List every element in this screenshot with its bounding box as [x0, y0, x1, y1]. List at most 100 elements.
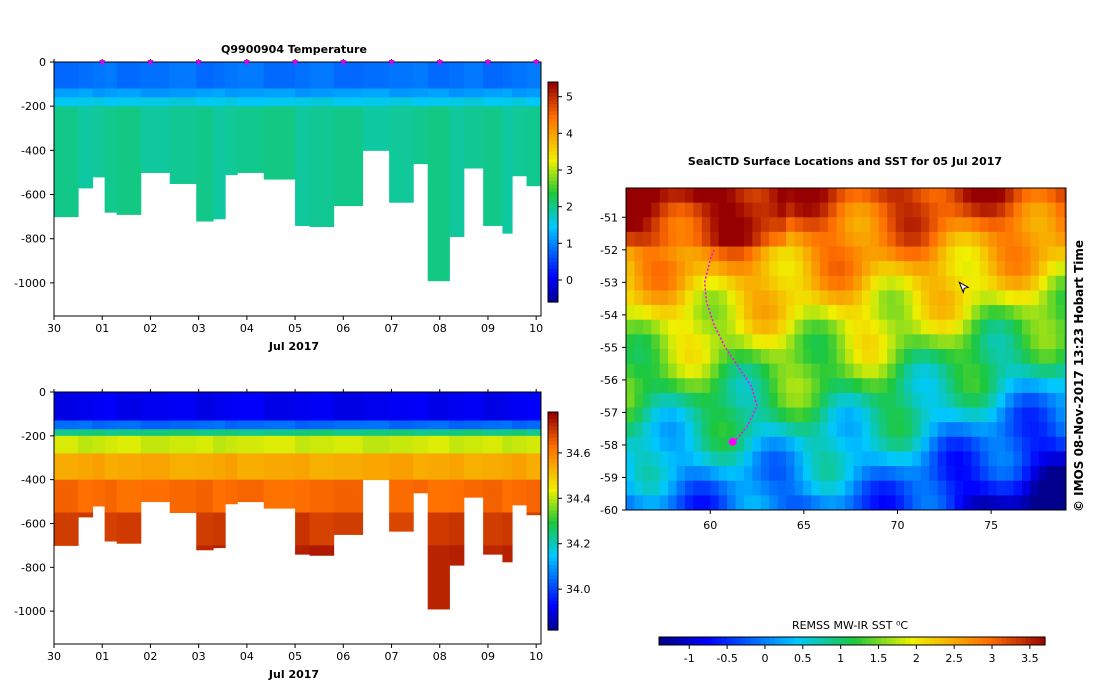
sst-cell — [752, 261, 762, 277]
profile-cell — [78, 435, 94, 454]
sst-cell — [937, 290, 947, 306]
profile-marker — [243, 60, 250, 66]
profile-cell — [92, 453, 106, 481]
colorbar-step — [548, 82, 558, 87]
sst-cell — [1038, 217, 1048, 233]
sst-cell — [718, 378, 728, 394]
sst-cell — [668, 378, 678, 394]
sst-cell — [794, 188, 804, 204]
sst-map-image — [626, 188, 1066, 510]
y-tick-label: -200 — [21, 100, 46, 113]
colorbar-step — [861, 637, 868, 645]
sst-cell — [963, 246, 973, 262]
sst-cell — [946, 261, 956, 277]
profile-cell — [309, 97, 335, 107]
y-tick-label: -600 — [21, 189, 46, 202]
sst-cell — [1022, 363, 1032, 379]
sst-cell — [769, 451, 779, 467]
profile-cell — [225, 88, 238, 98]
sst-cell — [752, 231, 762, 248]
profile-cell — [92, 429, 106, 437]
colorbar-step — [548, 258, 558, 263]
sst-cell — [895, 202, 905, 218]
sst-cell — [819, 290, 829, 306]
salinity-xlabel: Jul 2017 — [268, 668, 319, 681]
sst-cell — [794, 246, 804, 262]
profile-cell — [309, 420, 335, 430]
colorbar-step — [548, 604, 558, 609]
colorbar-tick-label: 2.5 — [945, 652, 963, 665]
colorbar-step — [909, 637, 916, 645]
colorbar-tick-label: 34.0 — [566, 583, 591, 596]
profile-cell — [333, 97, 364, 107]
sst-cell — [786, 246, 796, 262]
sst-cell — [1005, 231, 1015, 248]
sst-cell — [870, 202, 880, 218]
sst-cell — [642, 217, 652, 233]
sst-cell — [979, 363, 989, 379]
colorbar-step — [987, 637, 993, 645]
colorbar-step — [548, 232, 558, 237]
profile-cell — [213, 420, 226, 430]
sst-cell — [1055, 188, 1065, 204]
profile-cell — [362, 88, 390, 98]
sst-cell — [996, 466, 1006, 482]
colorbar-tick-label: 2 — [913, 652, 920, 665]
sst-cell — [861, 188, 871, 204]
colorbar-step — [784, 637, 790, 645]
sst-cell — [828, 334, 838, 350]
profile-cell — [413, 62, 429, 90]
sst-cell — [1055, 290, 1065, 306]
sst-cell — [895, 275, 905, 292]
colorbar-step — [548, 426, 558, 431]
colorbar-step — [697, 637, 704, 645]
sst-cell — [954, 378, 964, 394]
sst-cell — [668, 334, 678, 350]
colorbar-step — [548, 571, 558, 577]
sst-cell — [929, 202, 939, 218]
sst-cell — [1055, 349, 1065, 365]
profile-cell — [237, 429, 265, 437]
sst-cell — [634, 436, 644, 453]
sst-cell — [946, 466, 956, 482]
sst-cell — [626, 436, 636, 453]
sst-cell — [693, 202, 703, 218]
colorbar-step — [919, 637, 925, 645]
sst-cell — [920, 480, 930, 496]
sst-cell — [853, 231, 863, 248]
sst-cell — [946, 334, 956, 350]
sst-cell — [963, 392, 973, 409]
sst-cell — [996, 275, 1006, 292]
sst-cell — [1064, 392, 1066, 409]
colorbar-step — [548, 590, 558, 595]
colorbar-step — [895, 637, 901, 645]
colorbar-step — [982, 637, 988, 645]
sst-cell — [845, 480, 855, 496]
profile-cell — [463, 62, 484, 90]
sst-cell — [634, 217, 644, 233]
sst-cell — [718, 451, 728, 467]
sst-cell — [819, 436, 829, 453]
sst-cell — [786, 495, 796, 510]
profile-cell — [333, 106, 364, 207]
sst-cell — [1013, 202, 1023, 218]
profile-cell — [309, 512, 335, 546]
sst-cell — [735, 495, 745, 510]
sst-cell — [1038, 261, 1048, 277]
sst-cell — [929, 319, 939, 335]
sst-cell — [853, 392, 863, 409]
sst-cell — [878, 246, 888, 262]
profile-cell — [225, 429, 238, 437]
profile-cell — [104, 479, 118, 514]
profile-cell — [140, 453, 171, 481]
sst-cell — [752, 363, 762, 379]
sst-cell — [836, 407, 846, 423]
sst-cell — [828, 246, 838, 262]
sst-cell — [718, 188, 728, 204]
sst-cell — [752, 392, 762, 409]
colorbar-step — [856, 637, 863, 645]
sst-cell — [836, 495, 846, 510]
profile-cell — [483, 453, 503, 481]
colorbar-step — [871, 637, 877, 645]
sst-cell — [845, 451, 855, 467]
